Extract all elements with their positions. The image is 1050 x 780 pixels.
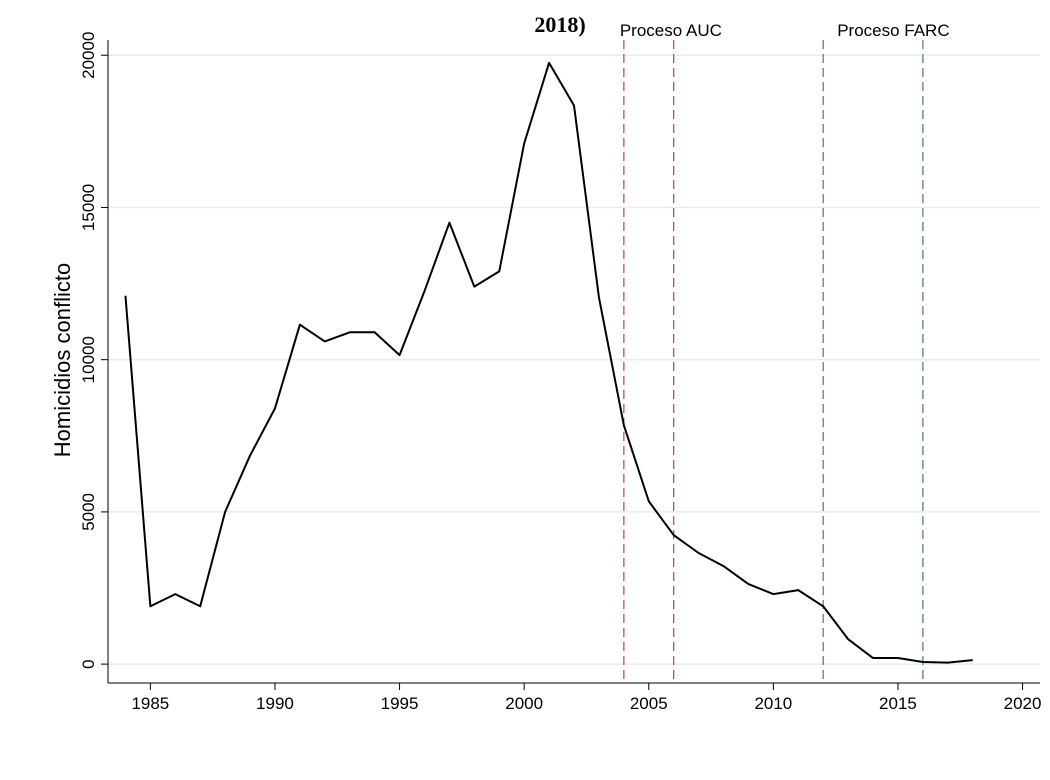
y-tick-label: 10000: [79, 336, 98, 383]
line-series: [124, 61, 973, 664]
y-axis-label: Homicidios conflicto: [50, 263, 75, 457]
y-tick-label: 20000: [79, 32, 98, 79]
x-tick-label: 2005: [630, 694, 668, 713]
x-tick-label: 2020: [1004, 694, 1042, 713]
y-tick-label: 5000: [79, 493, 98, 531]
chart-title: 2018): [534, 12, 585, 37]
x-tick-label: 2000: [505, 694, 543, 713]
x-tick-label: 1995: [381, 694, 419, 713]
x-tick-label: 1985: [131, 694, 169, 713]
x-tick-label: 1990: [256, 694, 294, 713]
y-tick-label: 0: [79, 659, 98, 668]
x-tick-label: 2015: [879, 694, 917, 713]
annotation-label: Proceso AUC: [620, 21, 722, 40]
x-tick-label: 2010: [754, 694, 792, 713]
y-tick-label: 15000: [79, 184, 98, 231]
annotation-label: Proceso FARC: [837, 21, 949, 40]
